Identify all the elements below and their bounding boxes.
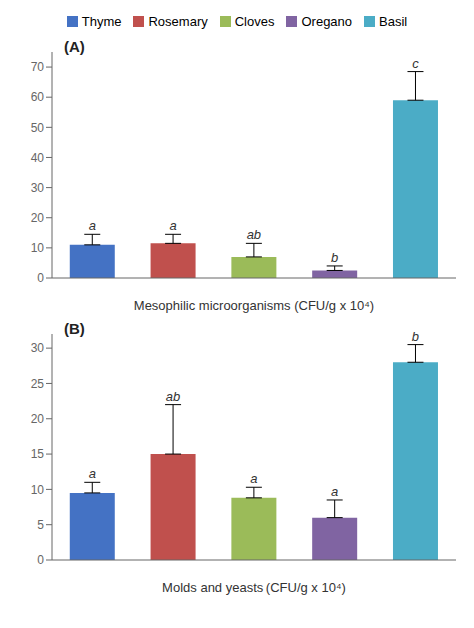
svg-text:a: a xyxy=(331,484,338,499)
svg-text:10: 10 xyxy=(31,483,45,497)
html-text:Basil: Basil xyxy=(379,13,408,29)
svg-text:5: 5 xyxy=(37,518,44,532)
svg-text:a: a xyxy=(169,218,176,233)
svg-text:b: b xyxy=(331,250,338,265)
svg-text:30: 30 xyxy=(31,181,45,195)
svg-text:a: a xyxy=(250,471,257,486)
svg-text:a: a xyxy=(89,218,96,233)
svg-text:Mesophilic microorganisms (CFU: Mesophilic microorganisms (CFU/g x 10⁴) xyxy=(134,298,374,313)
svg-text:60: 60 xyxy=(31,90,45,104)
svg-text:50: 50 xyxy=(31,121,45,135)
svg-text:0: 0 xyxy=(37,553,44,567)
svg-text:70: 70 xyxy=(31,60,45,74)
svg-text:ab: ab xyxy=(247,227,261,242)
svg-text:40: 40 xyxy=(31,151,45,165)
svg-text:a: a xyxy=(89,466,96,481)
html-text:Oregano: Oregano xyxy=(301,13,353,29)
svg-text:ab: ab xyxy=(166,389,180,404)
svg-text:20: 20 xyxy=(31,211,45,225)
svg-text:20: 20 xyxy=(31,412,45,426)
svg-text:25: 25 xyxy=(31,377,45,391)
svg-text:15: 15 xyxy=(31,447,45,461)
html-text:Thyme: Thyme xyxy=(81,13,122,29)
html-text:(A): (A) xyxy=(64,38,85,55)
html-text:Cloves: Cloves xyxy=(234,13,275,29)
svg-text:10: 10 xyxy=(31,241,45,255)
html-text:(B): (B) xyxy=(64,320,85,337)
svg-text:Molds and yeasts (CFU/g x 10⁴): Molds and yeasts (CFU/g x 10⁴) xyxy=(162,580,346,595)
html-text:Rosemary: Rosemary xyxy=(148,13,208,29)
svg-text:30: 30 xyxy=(31,341,45,355)
svg-text:0: 0 xyxy=(37,271,44,285)
svg-text:b: b xyxy=(412,329,419,344)
svg-text:c: c xyxy=(412,56,419,71)
